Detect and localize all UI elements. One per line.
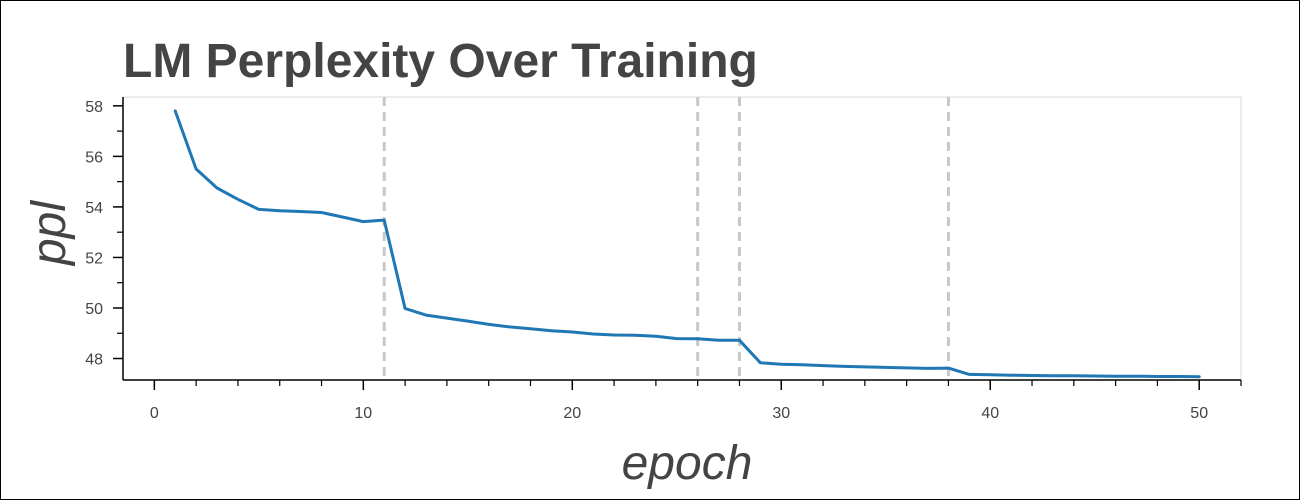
plot-area: 0 10 20 30 40 50 48 50 52 54 56 58 <box>85 96 1242 422</box>
x-tick-label-40: 40 <box>981 405 999 422</box>
x-tick-label-20: 20 <box>563 405 581 422</box>
x-tick-label-30: 30 <box>772 405 790 422</box>
x-tick-label-50: 50 <box>1190 405 1208 422</box>
plot-border <box>123 96 1242 380</box>
y-tick-label-48: 48 <box>85 352 103 369</box>
y-axis-label: ppl <box>23 200 76 267</box>
y-tick-label-52: 52 <box>85 250 103 267</box>
chart-title: LM Perplexity Over Training <box>123 35 758 88</box>
y-tick-label-54: 54 <box>85 200 103 217</box>
x-tick-label-0: 0 <box>150 405 159 422</box>
series-line-0 <box>173 109 1201 379</box>
x-axis-label: epoch <box>622 437 753 490</box>
x-tick-label-10: 10 <box>354 405 372 422</box>
y-tick-label-58: 58 <box>85 99 103 116</box>
y-tick-label-56: 56 <box>85 149 103 166</box>
y-tick-label-50: 50 <box>85 301 103 318</box>
